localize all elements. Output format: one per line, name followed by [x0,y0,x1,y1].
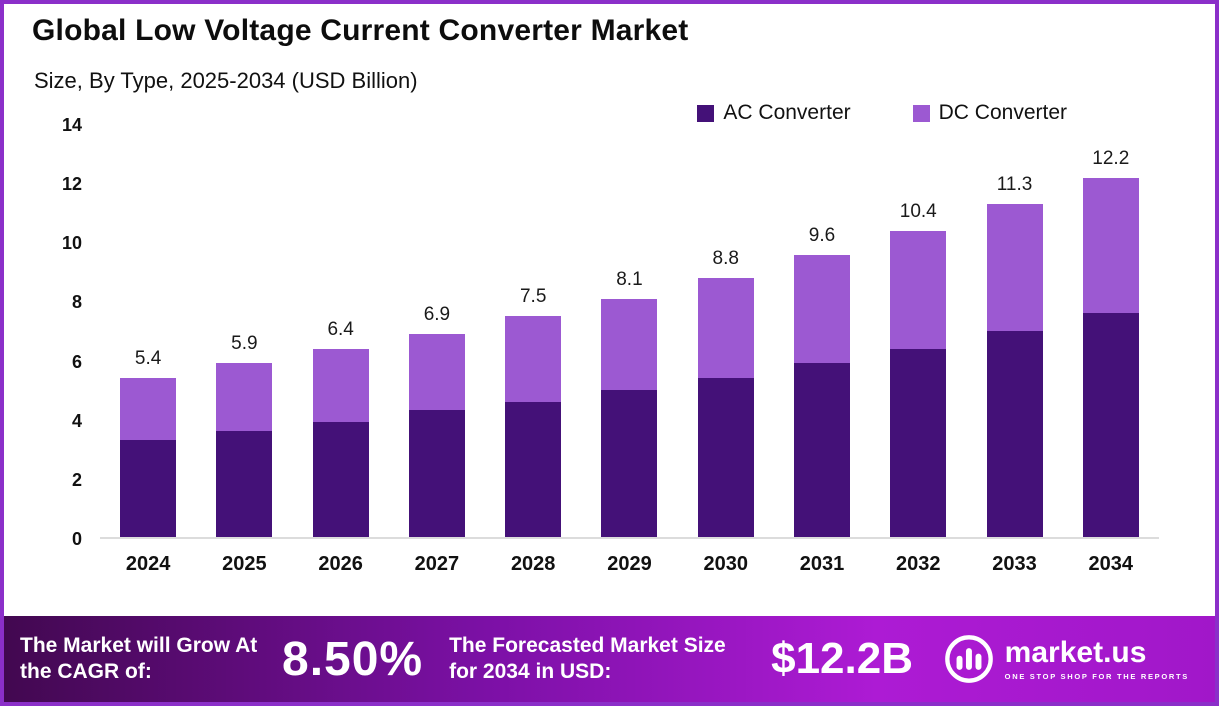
legend: AC Converter DC Converter [697,101,1067,125]
market-us-logo-icon [944,635,993,683]
bar-segment-dc-converter [793,254,850,364]
x-axis-label-2028: 2028 [510,553,556,575]
x-axis-label-2026: 2026 [318,553,363,575]
bar-2032: 10.4 [870,125,966,537]
bar-total-label: 9.6 [808,224,836,246]
bar-segment-dc-converter [986,204,1043,331]
y-axis-tick-label: 10 [61,233,82,254]
bar-segment-dc-converter [890,230,947,349]
bar-segment-ac-converter [216,431,273,537]
x-axis-label-2033: 2033 [992,553,1037,575]
bar-total-label: 5.9 [231,333,258,355]
bar-2025: 5.9 [196,125,292,537]
page-subtitle: Size, By Type, 2025-2034 (USD Billion) [34,68,418,93]
bar-total-label: 10.4 [899,200,937,222]
legend-label-dc: DC Converter [938,101,1067,124]
bar-segment-dc-converter [312,348,369,423]
bar-segment-ac-converter [697,378,754,537]
x-axis-label-2027: 2027 [414,553,460,575]
bar-segment-dc-converter [408,333,465,411]
bar-segment-dc-converter [601,298,658,390]
x-axis: 2024 2025 2026 2027 2028 2029 2030 2031 2032 2033… [100,553,1159,576]
bar-stack [697,278,754,537]
cagr-value: 8.50% [282,632,424,686]
bar-segment-ac-converter [120,439,177,537]
x-axis-label-2032: 2032 [896,553,941,575]
bar-total-label: 12.2 [1092,147,1130,169]
bar-stack [1082,177,1139,537]
bar-2026: 6.4 [293,125,389,537]
bar-2027: 6.9 [389,125,485,537]
legend-item-ac-converter: AC Converter [697,101,851,125]
bar-total-label: 11.3 [996,174,1033,196]
bar-total-label: 6.4 [327,318,354,340]
x-axis-label-2031: 2031 [799,553,845,575]
y-axis-tick-label: 14 [61,115,82,135]
y-axis-tick-label: 4 [71,410,82,431]
forecast-label: The Forecasted Market Size for 2034 in U… [449,633,726,683]
legend-swatch-ac-icon [697,104,715,122]
bar-segment-ac-converter [890,348,947,537]
market-us-logo: market.us ONE STOP SHOP FOR THE REPORTS [943,633,1199,685]
bar-segment-ac-converter [986,331,1043,537]
bar-2028: 7.5 [485,125,581,537]
footer-banner: The Market will Grow At the CAGR of: 8.5… [4,616,1215,702]
bar-2031: 9.6 [774,125,870,537]
bar-segment-ac-converter [505,401,562,537]
bars-group: 5.4 5.9 6.4 6.9 7.5 8.1 8.8 9.6 10.4 11.3 12.2 [100,125,1159,537]
bar-segment-dc-converter [1082,177,1139,314]
bar-stack [312,348,369,537]
x-axis-label-2029: 2029 [607,553,652,575]
x-axis-label-2025: 2025 [222,553,267,575]
legend-label-ac: AC Converter [723,101,851,124]
y-axis-tick-label: 0 [71,529,82,549]
brand-tagline: ONE STOP SHOP FOR THE REPORTS [1004,671,1189,681]
y-axis-tick-label: 6 [71,351,82,372]
legend-item-dc-converter: DC Converter [912,101,1067,125]
bar-segment-ac-converter [408,410,465,537]
bar-2029: 8.1 [581,125,677,537]
bar-total-label: 7.5 [519,286,547,308]
bar-2024: 5.4 [100,125,196,537]
y-axis-tick-label: 8 [71,292,82,313]
bar-segment-dc-converter [120,378,177,440]
bar-stack [408,333,465,537]
bar-total-label: 5.4 [134,348,162,370]
brand-name: market.us [1004,635,1147,669]
bar-stack [986,204,1043,537]
chart-section: Global Low Voltage Current Converter Mar… [4,4,1215,616]
bar-segment-dc-converter [216,363,273,432]
bar-stack [120,378,177,537]
brand-text: market.us ONE STOP SHOP FOR THE REPORTS [1004,635,1189,681]
y-axis: 0 2 4 6 8 10 12 14 [20,116,82,548]
bar-total-label: 6.9 [423,303,451,325]
bar-segment-dc-converter [505,316,562,402]
bar-segment-ac-converter [312,422,369,537]
forecast-value: $12.2B [771,634,913,683]
plot-area: 5.4 5.9 6.4 6.9 7.5 8.1 8.8 9.6 10.4 11.3 12.2 [100,125,1159,539]
x-axis-label-2034: 2034 [1088,553,1134,575]
y-axis-tick-label: 2 [71,469,82,490]
bar-stack [505,316,562,537]
bar-2033: 11.3 [966,125,1062,537]
cagr-label: The Market will Grow At the CAGR of: [20,633,258,683]
bar-total-label: 8.8 [712,248,739,270]
bar-segment-ac-converter [601,389,658,537]
bar-segment-dc-converter [697,278,754,379]
bar-2030: 8.8 [678,125,774,537]
bar-stack [890,230,947,537]
bar-2034: 12.2 [1063,125,1159,537]
bar-total-label: 8.1 [616,268,643,290]
y-axis-tick-label: 12 [61,174,82,195]
bar-stack [793,254,850,538]
bar-stack [216,363,273,537]
x-axis-label-2024: 2024 [125,553,171,575]
x-axis-label-2030: 2030 [703,553,748,575]
bar-segment-ac-converter [1082,313,1139,537]
bar-stack [601,298,658,537]
page-title: Global Low Voltage Current Converter Mar… [32,14,689,47]
bar-segment-ac-converter [793,363,850,537]
legend-swatch-dc-icon [912,104,930,122]
